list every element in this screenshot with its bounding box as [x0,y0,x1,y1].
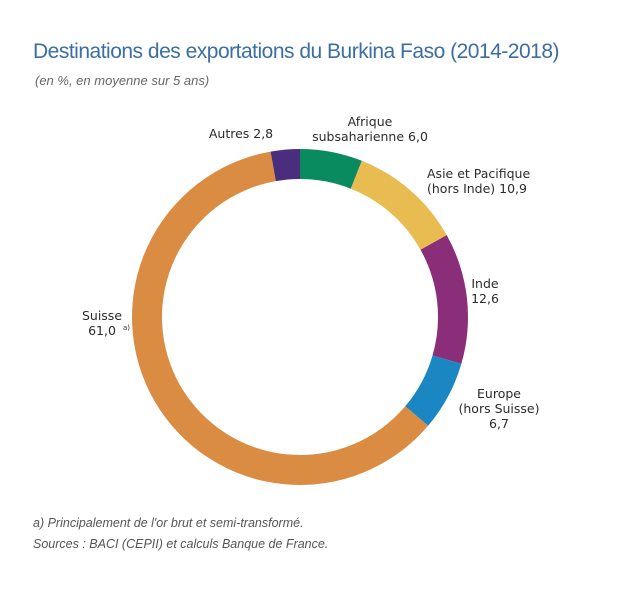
label-suisse: Suisse 61,0 [82,308,122,338]
label-inde: Inde 12,6 [471,276,499,306]
donut-slices [131,149,469,485]
slice-autres [270,149,300,182]
slice-europe-hors-suisse [405,355,462,426]
footnote-a: a) Principalement de l'or brut et semi-t… [33,516,304,530]
chart-subtitle: (en %, en moyenne sur 5 ans) [35,73,210,88]
label-afrique-subsaharienne: Afrique subsaharienne 6,0 [312,114,428,144]
slice-afrique-subsaharienne [300,149,362,189]
label-sup-suisse: a) [123,324,130,332]
slice-suisse [131,151,429,485]
footnote-sources: Sources : BACI (CEPII) et calculs Banque… [33,537,329,551]
donut-labels: Afrique subsaharienne 6,0 Asie et Pacifiqu… [82,114,540,431]
slice-inde [420,235,469,364]
slice-asie-et-pacifique-hors-inde [350,160,447,250]
chart-title: Destinations des exportations du Burkina… [33,40,560,63]
label-europe-hors-suisse: Europe (hors Suisse) 6,7 [459,386,540,431]
label-autres: Autres 2,8 [209,126,273,141]
label-asie-et-pacifique-hors-inde: Asie et Pacifique (hors Inde) 10,9 [427,166,530,196]
